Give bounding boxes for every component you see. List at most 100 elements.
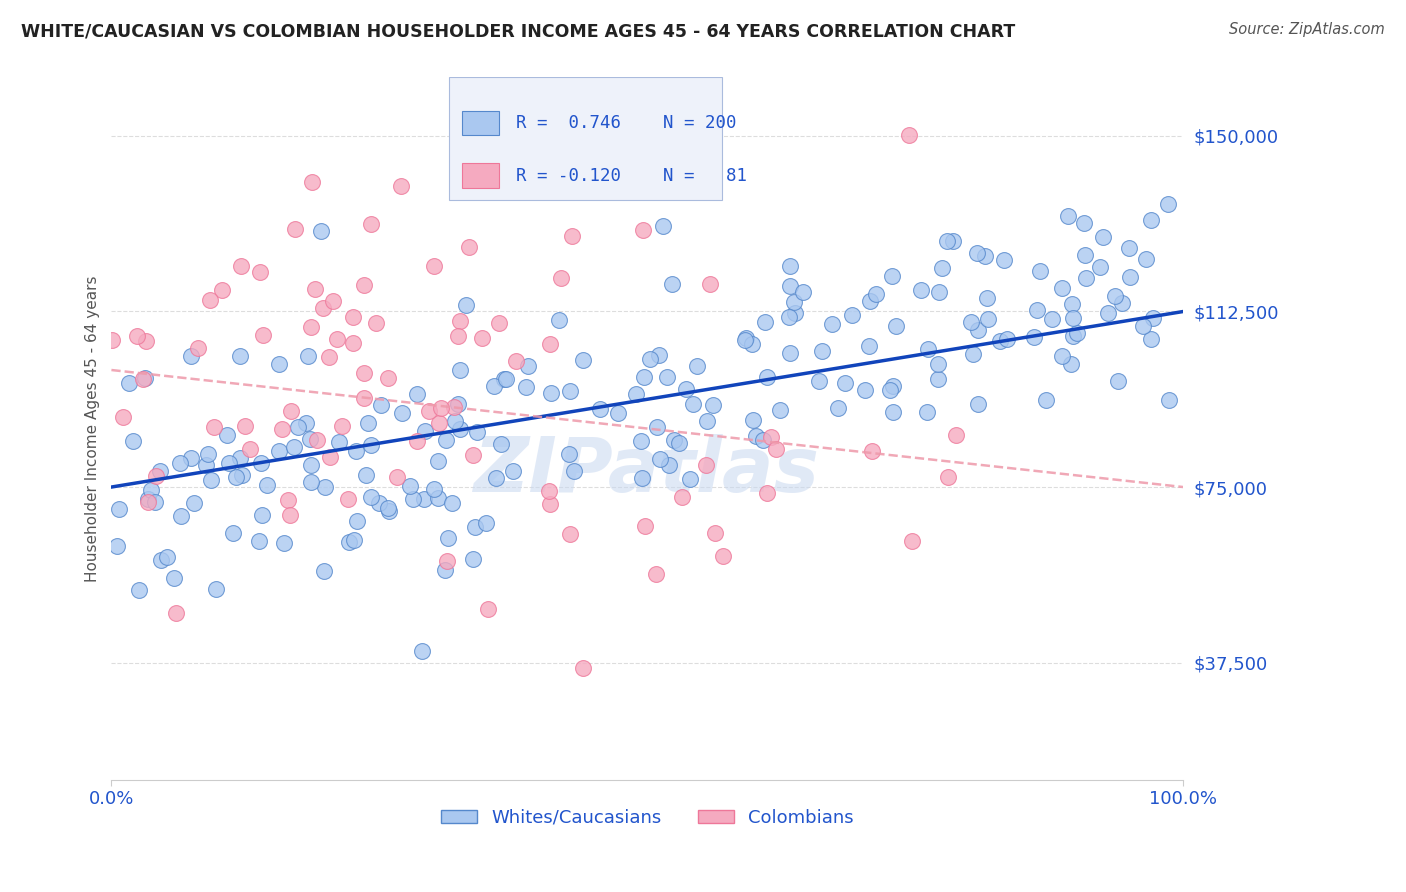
Point [426, 491, 449, 505]
Point [228, 450, 250, 465]
Point [225, 469, 247, 483]
Point [247, 533, 270, 548]
Point [779, 259, 801, 273]
Point [993, 252, 1015, 267]
Point [377, 500, 399, 515]
Point [884, 318, 907, 333]
Point [197, 447, 219, 461]
Point [668, 436, 690, 450]
Point [631, 223, 654, 237]
Point [988, 334, 1011, 348]
Point [686, 359, 709, 373]
Point [734, 333, 756, 347]
Point [252, 327, 274, 342]
Point [841, 308, 863, 322]
Point [299, 319, 322, 334]
Point [865, 287, 887, 301]
Point [299, 475, 322, 489]
Point [277, 492, 299, 507]
Point [136, 495, 159, 509]
Point [239, 442, 262, 456]
Point [936, 234, 959, 248]
Point [558, 384, 581, 398]
Point [966, 396, 988, 410]
Point [1073, 216, 1095, 230]
Point [1035, 392, 1057, 407]
Point [1139, 213, 1161, 227]
Point [1142, 310, 1164, 325]
Point [624, 387, 647, 401]
Point [165, 607, 187, 621]
Point [931, 260, 953, 275]
Point [657, 370, 679, 384]
Point [662, 433, 685, 447]
Point [180, 450, 202, 465]
Text: ZIPatlas: ZIPatlas [474, 434, 820, 508]
Point [215, 428, 238, 442]
Point [821, 317, 844, 331]
Point [756, 486, 779, 500]
Point [183, 496, 205, 510]
Point [754, 315, 776, 329]
Point [412, 492, 434, 507]
Point [1052, 281, 1074, 295]
Point [297, 349, 319, 363]
Point [463, 552, 485, 566]
Point [606, 406, 628, 420]
Point [270, 422, 292, 436]
Point [360, 217, 382, 231]
Point [682, 396, 704, 410]
Point [572, 352, 595, 367]
Point [489, 437, 512, 451]
Point [1104, 289, 1126, 303]
Point [311, 224, 333, 238]
Point [644, 566, 666, 581]
Point [1107, 374, 1129, 388]
Point [418, 403, 440, 417]
Point [1088, 260, 1111, 274]
Point [132, 372, 155, 386]
Point [456, 298, 478, 312]
Point [364, 316, 387, 330]
Point [278, 508, 301, 523]
Point [633, 370, 655, 384]
Point [295, 417, 318, 431]
Point [145, 469, 167, 483]
Point [495, 372, 517, 386]
Point [449, 314, 471, 328]
Point [745, 429, 768, 443]
Point [879, 383, 901, 397]
Point [945, 428, 967, 442]
Point [634, 518, 657, 533]
Point [699, 277, 721, 292]
Point [960, 315, 983, 329]
Point [505, 353, 527, 368]
Point [1052, 350, 1074, 364]
Point [128, 583, 150, 598]
Point [810, 343, 832, 358]
Point [360, 438, 382, 452]
Point [342, 310, 364, 325]
Point [399, 479, 422, 493]
Point [233, 418, 256, 433]
Point [378, 504, 401, 518]
Bar [463, 163, 499, 188]
Point [538, 497, 561, 511]
Point [346, 514, 368, 528]
Point [304, 281, 326, 295]
Point [229, 259, 252, 273]
Point [125, 329, 148, 343]
Point [319, 450, 342, 465]
Point [1059, 357, 1081, 371]
Point [561, 228, 583, 243]
Point [249, 265, 271, 279]
Point [330, 419, 353, 434]
Point [1111, 296, 1133, 310]
Point [135, 334, 157, 348]
Point [477, 602, 499, 616]
Point [966, 246, 988, 260]
Point [405, 387, 427, 401]
Point [977, 312, 1000, 326]
Point [443, 400, 465, 414]
Point [1022, 330, 1045, 344]
